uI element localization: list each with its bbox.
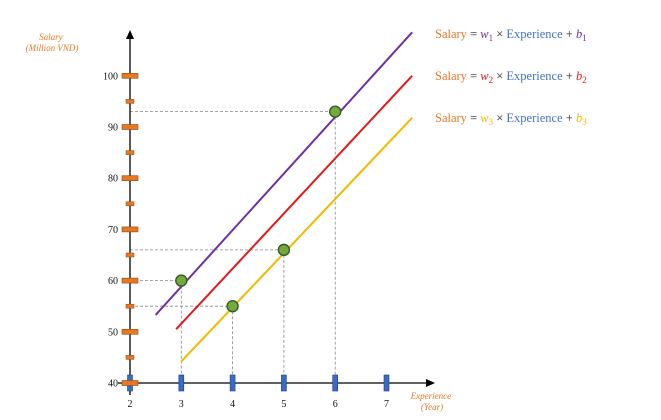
eq-bias: b (576, 27, 582, 41)
y-tick-mark-50 (121, 328, 139, 335)
axes-layer (118, 30, 435, 395)
x-tick-mark-6 (332, 374, 339, 392)
equation-2: Salary = w2 × Experience + b2 (435, 69, 587, 85)
y-minor-tick-85 (125, 150, 135, 155)
eq-equals: = (467, 111, 480, 125)
eq-plus: + (563, 111, 576, 125)
y-tick-label-40: 40 (108, 379, 118, 390)
eq-bias: b (576, 111, 582, 125)
series-line-1 (154, 31, 413, 316)
eq-bias-sub: 1 (582, 33, 587, 43)
eq-bias-sub: 2 (582, 75, 587, 85)
y-tick-mark-40 (121, 380, 139, 386)
x-tick-label-5: 5 (281, 399, 286, 410)
y-minor-tick-45 (125, 355, 135, 360)
eq-times: × (493, 27, 506, 41)
y-axis-title-line2: (Million VND) (26, 43, 79, 53)
eq-times: × (493, 69, 506, 83)
y-tick-label-80: 80 (108, 174, 118, 185)
eq-plus: + (563, 27, 576, 41)
x-axis-arrow (426, 379, 435, 387)
y-ticks-layer: 40 50 60 70 80 90 100 (103, 71, 139, 390)
x-axis-title-line1: Experience (410, 391, 451, 401)
x-tick-label-2: 2 (128, 399, 133, 410)
y-axis-title: Salary (Million VND) (26, 32, 79, 53)
y-axis-title-line1: Salary (39, 32, 63, 42)
y-tick-mark-80 (121, 175, 139, 181)
y-tick-label-60: 60 (108, 276, 118, 287)
guide-lines-layer (130, 111, 336, 383)
y-tick-mark-70 (121, 226, 139, 233)
eq-equals: = (467, 69, 480, 83)
eq-weight: w (480, 27, 489, 41)
y-minor-tick-55 (125, 303, 135, 309)
x-tick-mark-5 (281, 374, 287, 392)
eq-bias-sub: 3 (582, 117, 587, 127)
eq-equals: = (467, 27, 480, 41)
y-minor-tick-65 (125, 252, 135, 258)
equation-1: Salary = w1 × Experience + b1 (435, 27, 587, 43)
y-tick-mark-100 (121, 73, 139, 79)
x-tick-label-6: 6 (333, 399, 338, 410)
x-tick-label-3: 3 (179, 399, 184, 410)
eq-plus: + (563, 69, 576, 83)
data-point-4 (329, 105, 342, 118)
x-axis-title-line2: (Year) (421, 402, 443, 412)
y-tick-label-90: 90 (108, 123, 118, 134)
data-point-2 (226, 300, 239, 313)
series-line-2 (175, 75, 413, 330)
y-axis-arrow (126, 30, 134, 39)
eq-variable: Experience (506, 27, 563, 41)
x-tick-label-7: 7 (384, 399, 389, 410)
y-tick-mark-60 (121, 277, 139, 284)
x-axis-title: Experience (Year) (410, 391, 454, 412)
eq-weight-sub: 3 (489, 117, 494, 127)
regression-lines-layer (154, 31, 413, 363)
eq-variable: Experience (506, 69, 563, 83)
x-tick-mark-3 (178, 374, 185, 392)
y-tick-mark-90 (121, 124, 139, 130)
data-points-layer (175, 105, 342, 313)
eq-bias: b (576, 69, 582, 83)
series-line-3 (180, 117, 413, 363)
x-tick-mark-7 (383, 374, 390, 392)
eq-prefix: Salary (435, 111, 468, 125)
y-minor-tick-95 (125, 99, 135, 104)
data-point-3 (277, 243, 291, 257)
x-ticks-layer: 2 3 4 5 6 7 (127, 374, 390, 410)
y-tick-label-70: 70 (108, 225, 118, 236)
equation-3: Salary = w3 × Experience + b3 (435, 111, 587, 127)
y-tick-label-100: 100 (103, 71, 118, 82)
eq-prefix: Salary (435, 69, 468, 83)
eq-prefix: Salary (435, 27, 468, 41)
y-minor-tick-75 (125, 201, 135, 207)
x-tick-mark-4 (229, 374, 236, 392)
data-point-1 (175, 274, 188, 287)
eq-weight: w (480, 69, 489, 83)
eq-variable: Experience (506, 111, 563, 125)
eq-weight-sub: 1 (489, 33, 494, 43)
x-tick-label-4: 4 (230, 399, 235, 410)
y-tick-label-50: 50 (108, 327, 118, 338)
eq-weight-sub: 2 (489, 75, 494, 85)
eq-weight: w (480, 111, 489, 125)
eq-times: × (493, 111, 506, 125)
